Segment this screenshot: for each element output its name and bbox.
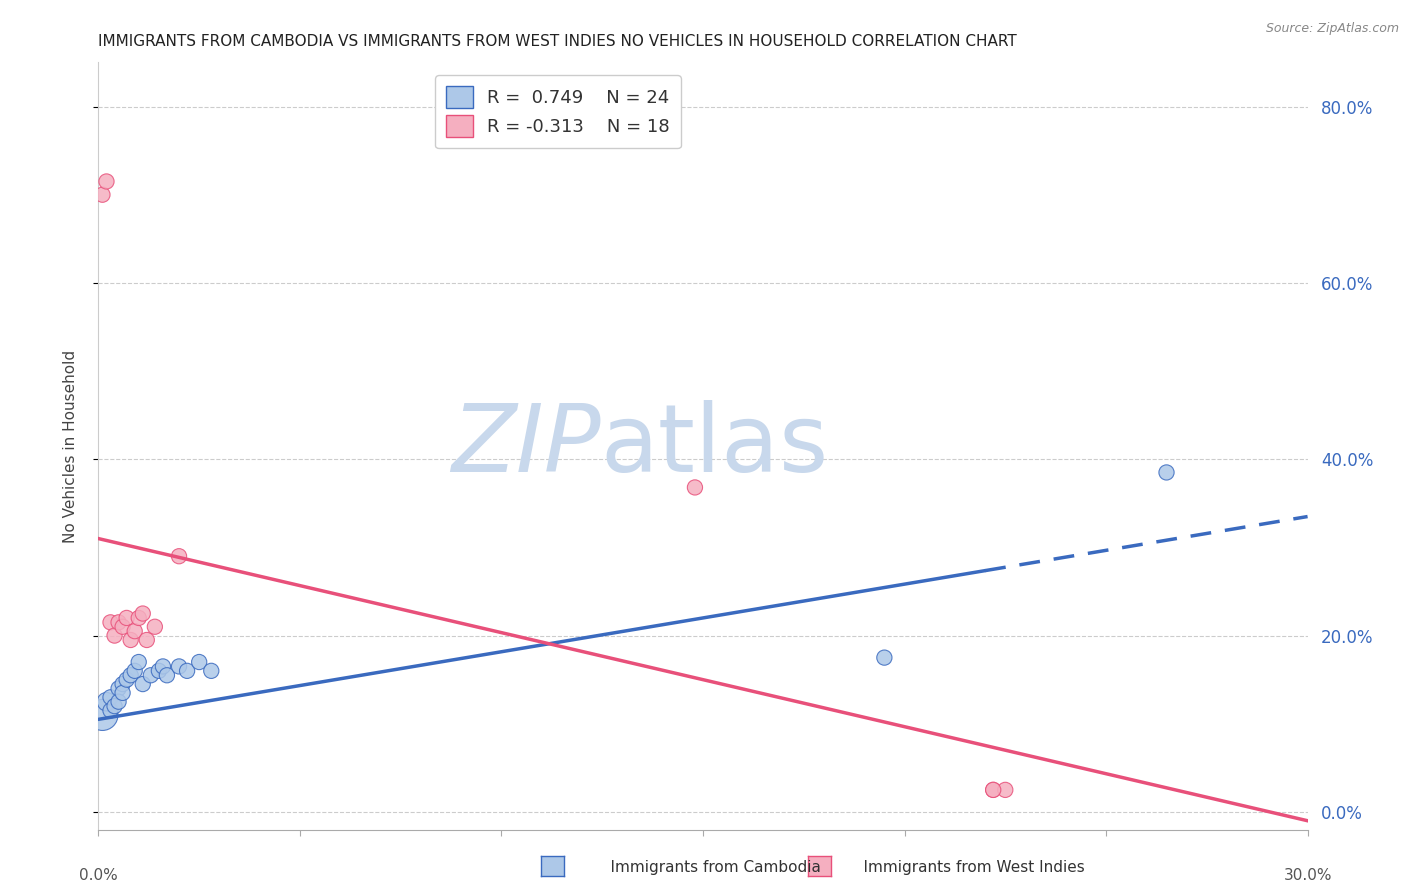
Point bbox=[100, 615, 122, 630]
Y-axis label: No Vehicles in Household: No Vehicles in Household bbox=[63, 350, 77, 542]
Point bbox=[124, 624, 146, 639]
Text: ZIP: ZIP bbox=[450, 401, 600, 491]
Point bbox=[111, 686, 134, 700]
Text: Immigrants from Cambodia: Immigrants from Cambodia bbox=[591, 860, 820, 874]
Point bbox=[107, 695, 129, 709]
Text: Immigrants from West Indies: Immigrants from West Indies bbox=[844, 860, 1084, 874]
Point bbox=[994, 783, 1017, 797]
Point bbox=[981, 783, 1004, 797]
Text: Source: ZipAtlas.com: Source: ZipAtlas.com bbox=[1265, 22, 1399, 36]
Point bbox=[107, 615, 129, 630]
Point bbox=[120, 632, 142, 647]
Text: 30.0%: 30.0% bbox=[1284, 869, 1331, 883]
Point bbox=[683, 480, 706, 494]
Text: 0.0%: 0.0% bbox=[79, 869, 118, 883]
Point bbox=[167, 549, 190, 564]
Point bbox=[139, 668, 162, 682]
Point bbox=[143, 620, 166, 634]
Point bbox=[128, 611, 150, 625]
Point bbox=[111, 677, 134, 691]
Point bbox=[103, 629, 125, 643]
Point bbox=[91, 707, 114, 722]
Point bbox=[148, 664, 170, 678]
Point bbox=[128, 655, 150, 669]
Point bbox=[96, 695, 118, 709]
Point bbox=[873, 650, 896, 665]
Point bbox=[1156, 466, 1178, 480]
Point bbox=[981, 783, 1004, 797]
Point bbox=[124, 664, 146, 678]
Point bbox=[188, 655, 211, 669]
Point bbox=[91, 187, 114, 202]
Legend: R =  0.749    N = 24, R = -0.313    N = 18: R = 0.749 N = 24, R = -0.313 N = 18 bbox=[434, 75, 681, 148]
Text: atlas: atlas bbox=[600, 400, 828, 492]
Point bbox=[111, 620, 134, 634]
Point bbox=[96, 174, 118, 188]
Point bbox=[100, 704, 122, 718]
Text: IMMIGRANTS FROM CAMBODIA VS IMMIGRANTS FROM WEST INDIES NO VEHICLES IN HOUSEHOLD: IMMIGRANTS FROM CAMBODIA VS IMMIGRANTS F… bbox=[98, 34, 1017, 49]
Point bbox=[103, 699, 125, 714]
Point bbox=[115, 611, 138, 625]
Point bbox=[200, 664, 222, 678]
Point bbox=[132, 607, 155, 621]
Point bbox=[156, 668, 179, 682]
Point bbox=[107, 681, 129, 696]
Point bbox=[152, 659, 174, 673]
Point bbox=[167, 659, 190, 673]
Point bbox=[120, 668, 142, 682]
Point bbox=[135, 632, 157, 647]
Point bbox=[100, 690, 122, 705]
Point bbox=[132, 677, 155, 691]
Point bbox=[115, 673, 138, 687]
Point bbox=[176, 664, 198, 678]
